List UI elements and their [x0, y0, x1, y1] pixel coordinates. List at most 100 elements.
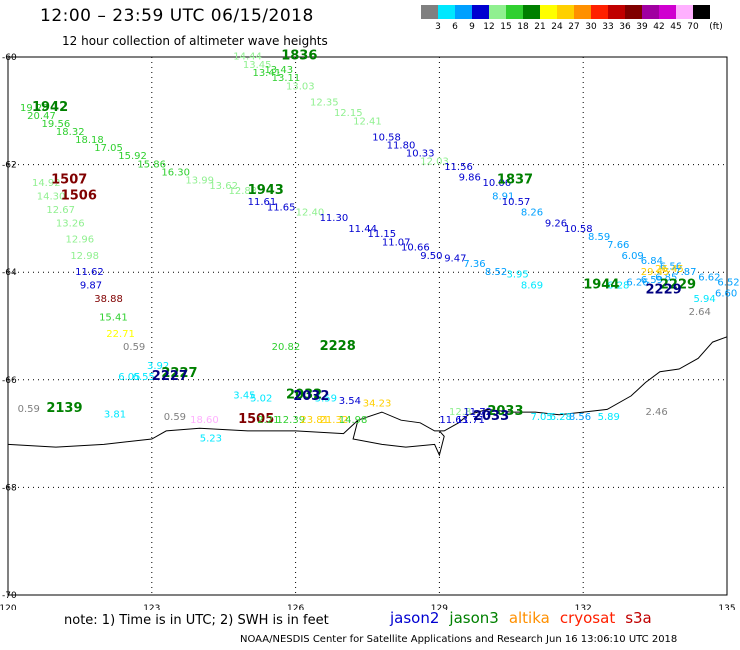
swh-value-label: 12.67: [46, 205, 75, 216]
swh-value-label: 11.80: [387, 140, 416, 151]
color-scale-label: 24: [551, 22, 563, 32]
satellite-legend-item: s3a: [625, 609, 652, 627]
swh-value-label: 38.88: [94, 294, 123, 305]
swh-value-label: 26.45: [655, 264, 684, 275]
swh-value-label: 9.86: [459, 173, 481, 184]
swh-value-label: 8.59: [588, 232, 610, 243]
swh-value-label: 9.26: [545, 218, 567, 229]
satellite-legend-item: jason3: [449, 609, 499, 627]
swh-value-label: 15.86: [137, 159, 166, 170]
page-title: 12:00 – 23:59 UTC 06/15/2018: [40, 6, 314, 26]
lon-tick-label: 126: [287, 604, 304, 610]
color-swatch: [591, 5, 608, 19]
swh-value-label: 13.03: [286, 81, 315, 92]
pass-time-label: 2032: [286, 388, 322, 403]
color-scale-label: 42: [653, 22, 665, 32]
color-swatch: [506, 5, 523, 19]
swh-value-label: 15.41: [99, 313, 128, 324]
swh-value-label: 11.62: [75, 267, 104, 278]
swh-value-label: 6.84: [641, 256, 663, 267]
pass-time-label: 2229: [646, 283, 682, 298]
lon-tick-label: 123: [143, 604, 160, 610]
color-swatch: [574, 5, 591, 19]
color-swatch: [693, 5, 710, 19]
swh-value-label: 12.15: [334, 108, 363, 119]
color-swatch: [523, 5, 540, 19]
swh-value-label: 6.05: [118, 372, 140, 383]
swh-value-label: 5.89: [598, 412, 620, 423]
color-scale-bar: [421, 5, 710, 19]
swh-value-label: 2.46: [646, 407, 668, 418]
swh-value-label: 13.45: [243, 60, 272, 71]
swh-value-label: 12.98: [70, 251, 99, 262]
swh-value-label: 13.11: [272, 73, 301, 84]
swh-value-label: 18.32: [56, 127, 85, 138]
pass-time-label: 2227: [161, 366, 197, 381]
pass-time-label: 2228: [320, 339, 356, 354]
swh-value-label: 7.87: [674, 267, 696, 278]
swh-value-label: 10.66: [401, 243, 430, 254]
swh-value-label: 7.66: [607, 240, 629, 251]
swh-value-label: 8.52: [485, 267, 507, 278]
color-scale-label: 9: [469, 22, 475, 32]
color-swatch: [455, 5, 472, 19]
color-swatch: [557, 5, 574, 19]
pass-time-label: 1506: [61, 189, 97, 204]
color-scale-label: 21: [534, 22, 546, 32]
swh-value-label: 12.40: [296, 208, 325, 219]
pass-time-label: 1944: [583, 277, 619, 292]
swh-value-label: 10.57: [502, 197, 531, 208]
page-subtitle: 12 hour collection of altimeter wave hei…: [62, 34, 328, 48]
color-swatch: [472, 5, 489, 19]
swh-value-label: 13.62: [209, 181, 238, 192]
map-frame: [7, 56, 728, 596]
swh-value-label: 10.06: [483, 178, 512, 189]
swh-value-label: 0.59: [164, 412, 186, 423]
pass-time-label: 2229: [660, 277, 696, 292]
color-swatch: [489, 5, 506, 19]
lat-tick-label: -62: [2, 161, 17, 171]
swh-value-label: 14.30: [37, 192, 66, 203]
swh-value-label: 13.99: [185, 175, 214, 186]
swh-value-label: 13.26: [56, 218, 85, 229]
color-scale-label: 3: [435, 22, 441, 32]
swh-value-label: 11.30: [320, 213, 349, 224]
pass-time-label: 1837: [497, 172, 533, 187]
swh-value-label: 13.43: [264, 65, 293, 76]
pass-time-label: 2033: [487, 404, 523, 419]
color-scale-label: 6: [452, 22, 458, 32]
swh-value-label: 5.02: [250, 393, 272, 404]
lon-tick-label: 129: [431, 604, 448, 610]
swh-value-label: 12.35: [310, 97, 339, 108]
swh-value-label: 11.44: [348, 224, 377, 235]
swh-value-label: 16.30: [161, 167, 190, 178]
swh-value-label: 5.59: [315, 393, 337, 404]
lat-tick-label: -64: [2, 268, 17, 278]
color-scale-label: 15: [500, 22, 512, 32]
pass-time-label: 2227: [152, 369, 188, 384]
swh-value-label: 6.28: [607, 280, 629, 291]
lat-tick-label: -70: [2, 591, 17, 601]
color-scale-labels: 3 6 9 12 15 18 21 24 27 30 33 36 39 42 45 70 (ft): [421, 22, 740, 34]
swh-value-label: 8.91: [492, 192, 514, 203]
swh-value-label: 11.15: [368, 229, 397, 240]
swh-value-label: 11.72: [463, 407, 492, 418]
swh-value-label: 20.82: [272, 342, 301, 353]
swh-value-label: 3.92: [147, 361, 169, 372]
swh-value-label: 23.81: [300, 415, 329, 426]
swh-value-label: 2.64: [689, 307, 711, 318]
swh-value-label: 5.23: [200, 434, 222, 445]
wave-height-map: 120 123 126 129 132 135 -60 -62 -64 -66 -68 -70 14.4…: [0, 49, 740, 610]
color-swatch: [676, 5, 693, 19]
pass-time-label: 1507: [51, 172, 87, 187]
pass-time-label: 2032: [293, 389, 329, 404]
swh-value-label: 6.28: [550, 412, 572, 423]
swh-value-label: 6.60: [715, 288, 737, 299]
swh-value-label: 18.60: [190, 415, 219, 426]
color-swatch: [438, 5, 455, 19]
pass-time-label: 2033: [473, 409, 509, 424]
swh-value-label: 11.71: [456, 415, 485, 426]
swh-value-label: 3.45: [233, 391, 255, 402]
swh-value-label: 7.05: [530, 412, 552, 423]
swh-value-label: 3.81: [104, 409, 126, 420]
